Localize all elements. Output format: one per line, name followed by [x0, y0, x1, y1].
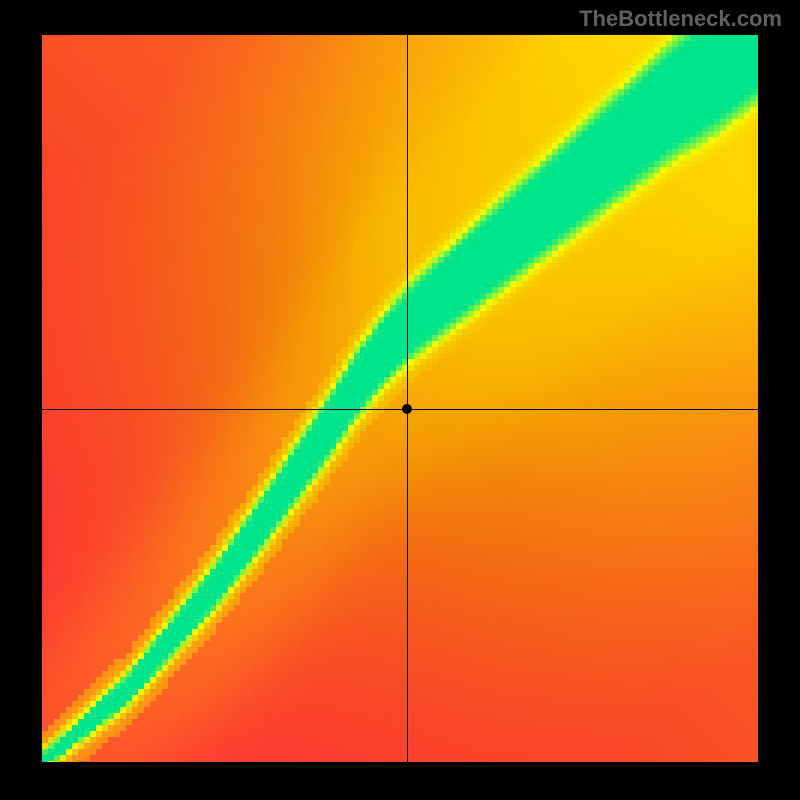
heatmap-canvas: [42, 35, 758, 762]
watermark-text: TheBottleneck.com: [579, 6, 782, 32]
plot-area: [42, 35, 758, 762]
chart-frame: TheBottleneck.com: [0, 0, 800, 800]
crosshair-horizontal: [42, 409, 758, 410]
crosshair-vertical: [407, 35, 408, 762]
crosshair-marker: [402, 404, 412, 414]
